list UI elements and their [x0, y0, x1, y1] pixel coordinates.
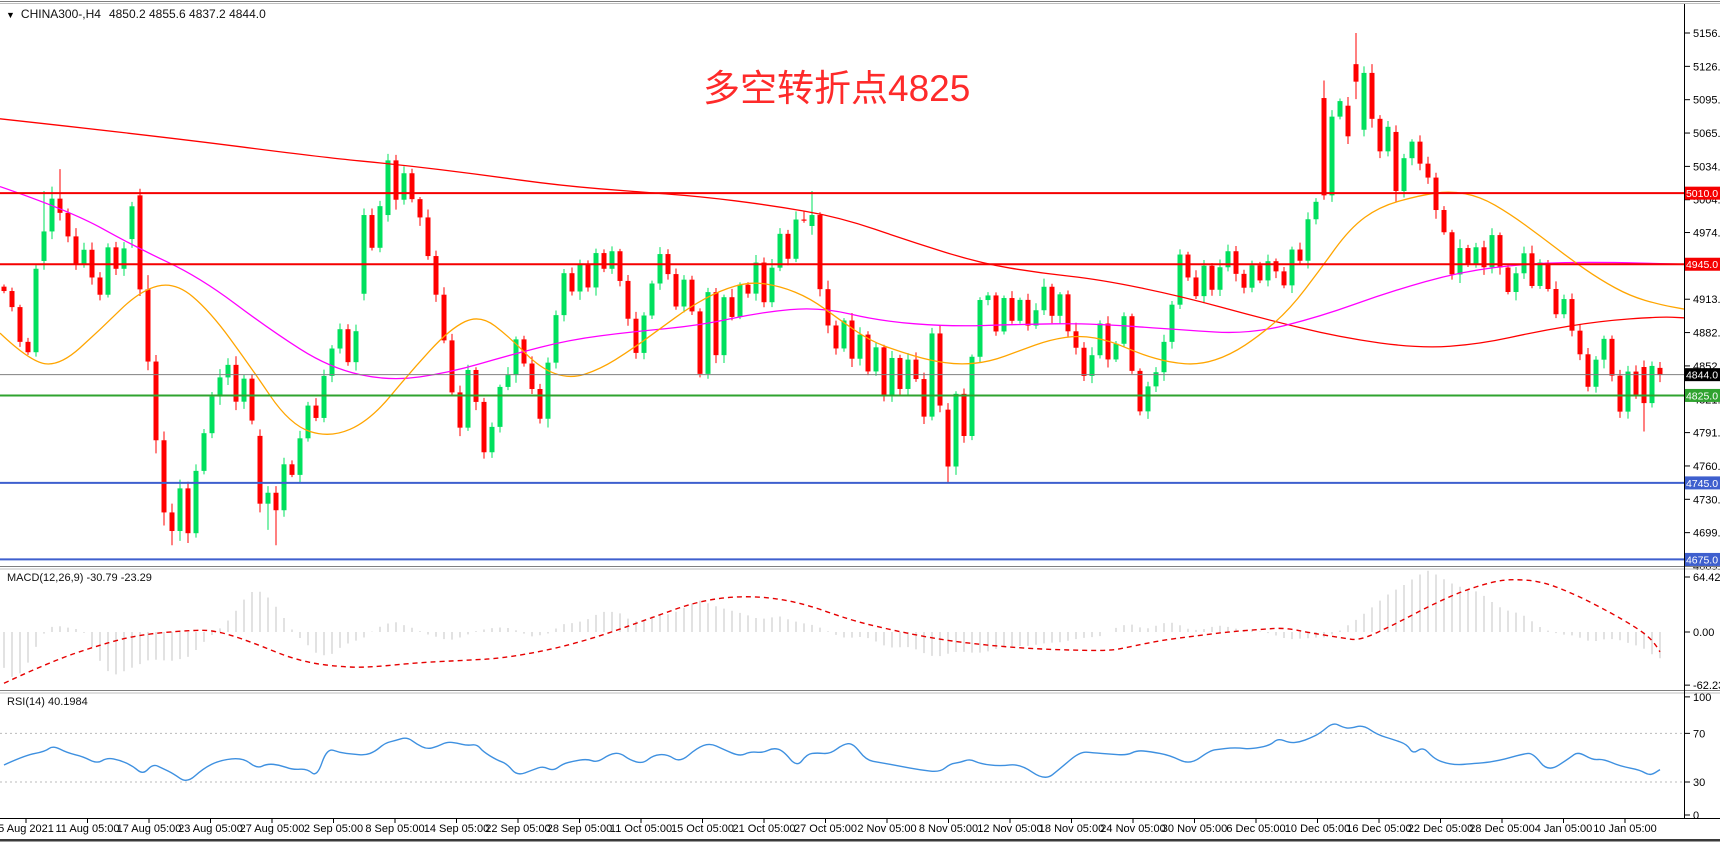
svg-text:5095.5: 5095.5	[1693, 95, 1720, 107]
svg-text:100: 100	[1693, 692, 1711, 704]
svg-text:18 Nov 05:00: 18 Nov 05:00	[1039, 823, 1104, 835]
svg-text:27 Oct 05:00: 27 Oct 05:00	[794, 823, 857, 835]
svg-text:30: 30	[1693, 777, 1705, 789]
candles-layer[interactable]	[1, 33, 1663, 546]
chart-text-annotation[interactable]: 多空转折点4825	[703, 68, 971, 109]
svg-text:23 Aug 05:00: 23 Aug 05:00	[178, 823, 243, 835]
svg-text:28 Dec 05:00: 28 Dec 05:00	[1469, 823, 1534, 835]
rsi-indicator-label: RSI(14) 40.1984	[7, 696, 88, 708]
svg-text:4791.0: 4791.0	[1693, 428, 1720, 440]
svg-text:22 Sep 05:00: 22 Sep 05:00	[485, 823, 550, 835]
svg-text:5156.5: 5156.5	[1693, 28, 1720, 40]
ma-slow-red	[0, 118, 1685, 348]
svg-text:70: 70	[1693, 728, 1705, 740]
macd-indicator-label: MACD(12,26,9) -30.79 -23.29	[7, 572, 152, 584]
symbol-timeframe-label: CHINA300-,H4	[20, 7, 101, 21]
svg-text:64.42: 64.42	[1693, 572, 1720, 584]
svg-text:30 Nov 05:00: 30 Nov 05:00	[1162, 823, 1227, 835]
ma-fast-orange	[0, 191, 1685, 435]
svg-text:14 Sep 05:00: 14 Sep 05:00	[424, 823, 489, 835]
svg-text:4945.0: 4945.0	[1686, 259, 1718, 271]
svg-text:2 Nov 05:00: 2 Nov 05:00	[857, 823, 916, 835]
svg-text:6 Dec 05:00: 6 Dec 05:00	[1226, 823, 1285, 835]
symbol-dropdown-icon[interactable]: ▼	[6, 10, 15, 20]
svg-text:0: 0	[1693, 810, 1699, 822]
svg-text:8 Nov 05:00: 8 Nov 05:00	[919, 823, 978, 835]
svg-text:4974.0: 4974.0	[1693, 228, 1720, 240]
svg-text:4844.0: 4844.0	[1686, 370, 1718, 382]
svg-text:4675.0: 4675.0	[1686, 554, 1718, 566]
svg-text:4 Jan 05:00: 4 Jan 05:00	[1535, 823, 1593, 835]
chart-header: ▼ CHINA300-,H4 4850.2 4855.6 4837.2 4844.0	[6, 7, 266, 21]
svg-text:16 Dec 05:00: 16 Dec 05:00	[1346, 823, 1411, 835]
svg-text:5010.0: 5010.0	[1686, 188, 1718, 200]
svg-text:4760.5: 4760.5	[1693, 461, 1720, 473]
svg-text:8 Sep 05:00: 8 Sep 05:00	[365, 823, 424, 835]
ohlc-values: 4850.2 4855.6 4837.2 4844.0	[108, 7, 266, 21]
svg-text:4730.0: 4730.0	[1693, 494, 1720, 506]
svg-text:11 Aug 05:00: 11 Aug 05:00	[55, 823, 119, 835]
svg-text:4699.5: 4699.5	[1693, 528, 1720, 540]
svg-text:11 Oct 05:00: 11 Oct 05:00	[610, 823, 672, 835]
svg-text:28 Sep 05:00: 28 Sep 05:00	[547, 823, 612, 835]
svg-text:21 Oct 05:00: 21 Oct 05:00	[733, 823, 796, 835]
ma-mid-magenta	[0, 185, 1685, 380]
svg-text:-62.23: -62.23	[1693, 680, 1720, 692]
svg-text:5 Aug 2021: 5 Aug 2021	[0, 823, 54, 835]
svg-text:0.00: 0.00	[1693, 627, 1714, 639]
svg-text:5065.0: 5065.0	[1693, 128, 1720, 140]
svg-text:10 Jan 05:00: 10 Jan 05:00	[1593, 823, 1657, 835]
svg-text:4745.0: 4745.0	[1686, 478, 1718, 490]
moving-averages	[0, 118, 1685, 435]
svg-text:5034.5: 5034.5	[1693, 161, 1720, 173]
svg-text:2 Sep 05:00: 2 Sep 05:00	[304, 823, 363, 835]
macd-panel[interactable]: 64.42 0.00 -62.23	[3, 570, 1720, 692]
svg-text:24 Nov 05:00: 24 Nov 05:00	[1100, 823, 1165, 835]
rsi-panel[interactable]: 100 70 30 0	[0, 692, 1711, 822]
svg-text:22 Dec 05:00: 22 Dec 05:00	[1408, 823, 1473, 835]
svg-text:5126.0: 5126.0	[1693, 61, 1720, 73]
svg-text:4882.5: 4882.5	[1693, 328, 1720, 340]
svg-text:4825.0: 4825.0	[1686, 390, 1718, 402]
svg-text:17 Aug 05:00: 17 Aug 05:00	[117, 823, 182, 835]
svg-text:15 Oct 05:00: 15 Oct 05:00	[671, 823, 734, 835]
svg-text:10 Dec 05:00: 10 Dec 05:00	[1285, 823, 1350, 835]
svg-text:27 Aug 05:00: 27 Aug 05:00	[240, 823, 305, 835]
svg-text:4913.0: 4913.0	[1693, 294, 1720, 306]
horizontal-level-lines[interactable]: 5010.0 4945.0 4844.0 4825.0 4745.0 4675.0	[0, 186, 1720, 567]
svg-text:12 Nov 05:00: 12 Nov 05:00	[977, 823, 1042, 835]
